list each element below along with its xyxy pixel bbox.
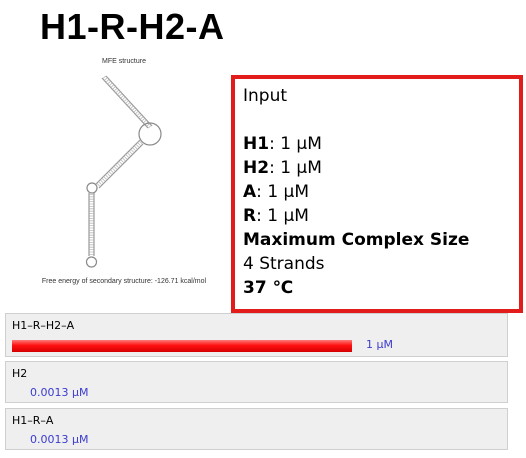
mfe-structure-diagram xyxy=(85,75,162,268)
input-heading: Input xyxy=(243,86,288,106)
middle-stem xyxy=(95,139,144,189)
complex-name: H1–R–H2–A xyxy=(12,319,75,332)
complex-name: H1–R–A xyxy=(12,414,54,427)
max-complex-label: Maximum Complex Size xyxy=(243,230,470,250)
strand-h2: H2: 1 μM xyxy=(243,158,322,178)
free-energy-label: Free energy of secondary structure: -126… xyxy=(41,278,207,285)
result-row-h1-r-a[interactable]: H1–R–A 0.0013 μM xyxy=(5,408,508,450)
concentration-bar-track xyxy=(12,340,352,352)
strand-r: R: 1 μM xyxy=(243,206,309,226)
mfe-structure-panel: MFE structure Free energy of secondary s… xyxy=(28,56,220,292)
result-row-h2[interactable]: H2 0.0013 μM xyxy=(5,361,508,403)
mfe-structure-title: MFE structure xyxy=(102,58,146,65)
concentration-value: 0.0013 μM xyxy=(30,433,89,446)
page-title: H1-R-H2-A xyxy=(40,6,225,47)
complex-name: H2 xyxy=(12,367,28,380)
temperature: 37 ℃ xyxy=(243,278,294,298)
hairpin-loop xyxy=(85,256,98,268)
strand-h1: H1: 1 μM xyxy=(243,134,322,154)
concentration-bar xyxy=(12,340,352,352)
result-row-h1-r-h2-a[interactable]: H1–R–H2–A 1 μM xyxy=(5,313,508,357)
interior-loop xyxy=(86,182,98,194)
upper-stem xyxy=(101,75,153,129)
max-complex-value: 4 Strands xyxy=(243,254,325,274)
lower-stem xyxy=(88,193,95,256)
concentration-value: 1 μM xyxy=(366,338,393,351)
strand-a: A: 1 μM xyxy=(243,182,310,202)
input-summary-box: Input H1: 1 μM H2: 1 μM A: 1 μM R: 1 μM … xyxy=(231,75,523,313)
concentration-value: 0.0013 μM xyxy=(30,386,89,399)
multiloop xyxy=(138,122,162,146)
